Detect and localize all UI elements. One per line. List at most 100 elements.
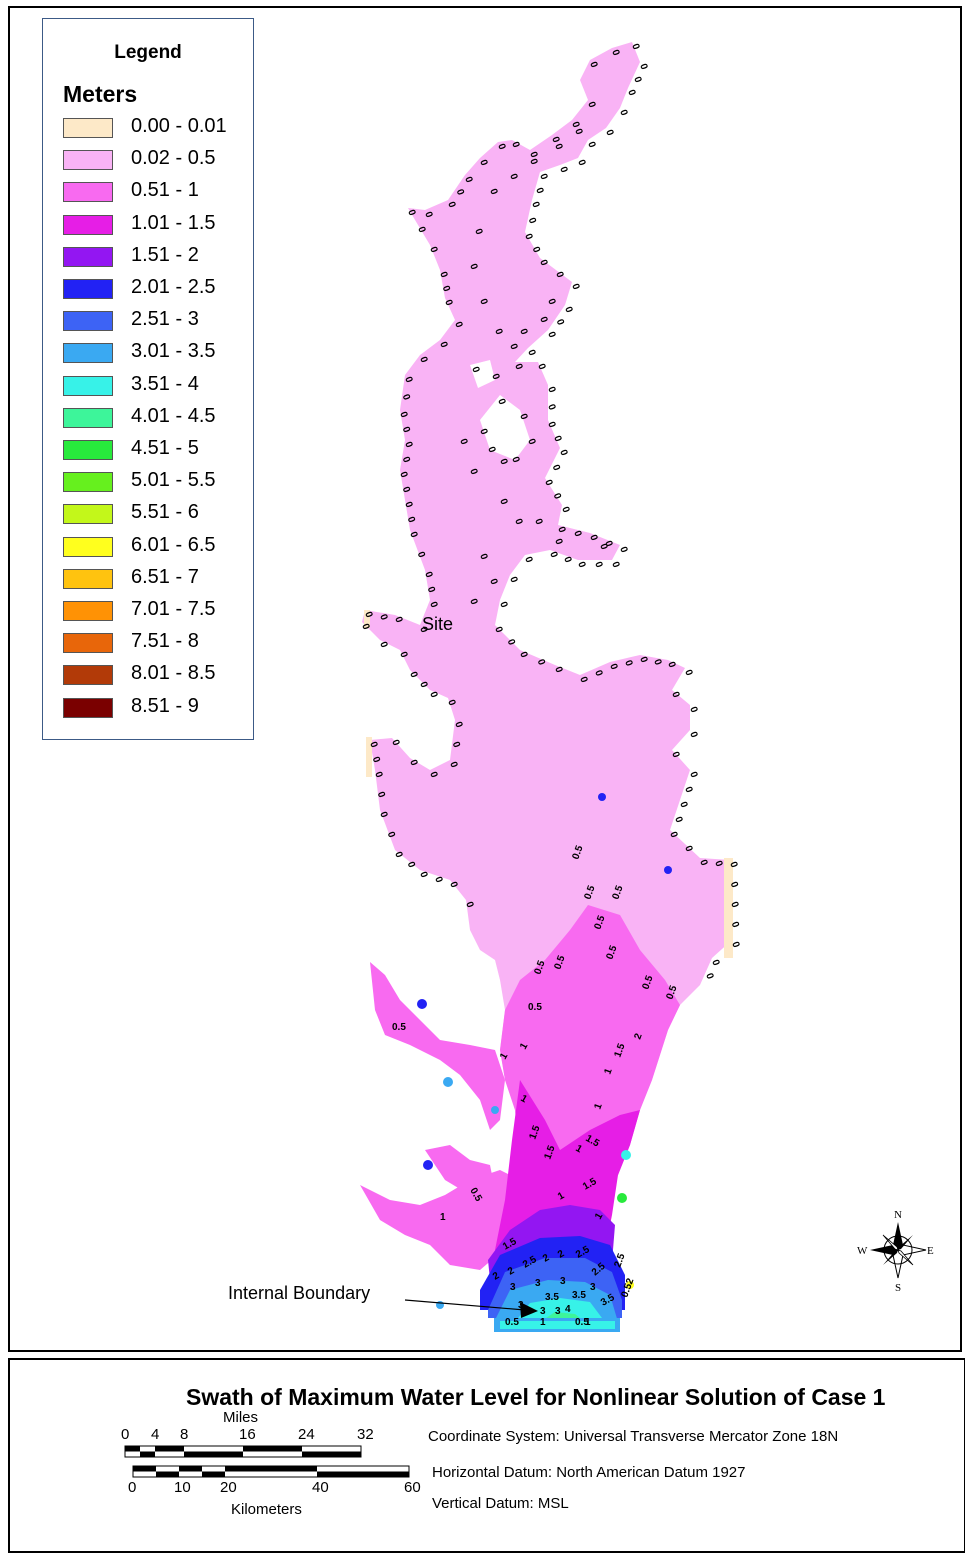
legend-label: 0.02 - 0.5 — [131, 147, 216, 170]
legend-label: 0.00 - 0.01 — [131, 115, 227, 137]
contour-label: 0 — [575, 158, 587, 167]
contour-label: 0 — [469, 365, 481, 374]
contour-label: 0 — [629, 42, 641, 51]
wet-edge-spot — [598, 793, 606, 801]
estuary-water-body — [362, 42, 732, 1200]
contour-label: 0 — [571, 529, 583, 538]
contour-label: 0 — [682, 844, 694, 853]
contour-label: 0 — [729, 920, 741, 929]
legend-swatch — [63, 601, 113, 621]
wet-edge-spot — [621, 1150, 631, 1160]
legend-swatch — [63, 311, 113, 332]
contour-label: 0 — [557, 165, 569, 174]
contour-label: 0 — [445, 200, 457, 209]
legend-label: 2.51 - 3 — [131, 308, 199, 331]
contour-label: 0 — [537, 258, 549, 267]
contour-label: 0 — [415, 225, 427, 234]
map-title: Swath of Maximum Water Level for Nonline… — [186, 1384, 886, 1410]
miles-tick-label: 24 — [298, 1426, 315, 1443]
contour-label: 0 — [637, 655, 649, 664]
contour-label: 2 — [541, 1252, 552, 1265]
contour-label: 0 — [687, 770, 699, 779]
legend-swatch — [63, 504, 113, 525]
contour-label: 0 — [728, 900, 740, 909]
contour-label: 0 — [385, 830, 397, 839]
legend-label: 0.51 - 1 — [131, 179, 199, 202]
contour-label: 2.5 — [612, 1252, 627, 1269]
legend-label: 5.51 - 6 — [131, 501, 199, 524]
contour-label: 0 — [497, 497, 509, 506]
contour-label: 0 — [415, 550, 427, 559]
contour-label: 0.5 — [604, 944, 619, 961]
contour-label: 0 — [527, 150, 539, 159]
contour-label: 0 — [437, 340, 449, 349]
contour-label: 0 — [463, 900, 475, 909]
contour-label: 0 — [609, 48, 621, 57]
contour-label: 0 — [728, 880, 740, 889]
contour-label: 1.5 — [527, 1124, 542, 1141]
contour-label: 0 — [522, 555, 534, 564]
miles-tick-label: 8 — [180, 1426, 189, 1443]
compass-s: S — [895, 1282, 901, 1294]
contour-label: 0 — [477, 297, 489, 306]
contour-label: 0.5 — [505, 1317, 519, 1328]
miles-tick-label: 4 — [151, 1426, 160, 1443]
contour-label: 0 — [377, 640, 389, 649]
legend-label: 8.51 - 9 — [131, 694, 199, 717]
contour-label: 0 — [417, 870, 429, 879]
contour-label: 0 — [512, 517, 524, 526]
legend-label: 2.01 - 2.5 — [131, 276, 216, 298]
contour-label: 0 — [477, 427, 489, 436]
contour-label: 0 — [392, 615, 404, 624]
contour-label: 1 — [602, 1067, 614, 1076]
contour-label: 0 — [537, 172, 549, 181]
contour-label: 0 — [432, 875, 444, 884]
contour-label: 0 — [457, 437, 469, 446]
miles-tick-label: 32 — [357, 1426, 374, 1443]
contour-label: 0.5 — [552, 954, 567, 971]
contour-label: 0 — [425, 585, 437, 594]
contour-label: 0 — [597, 542, 609, 551]
contour-label: 0 — [442, 298, 454, 307]
contour-label: 4 — [565, 1304, 571, 1315]
contour-label: 0 — [549, 135, 561, 144]
contour-label: 0 — [467, 467, 479, 476]
contour-label: 0 — [552, 537, 564, 546]
contour-label: 0 — [729, 940, 741, 949]
wet-edge-spot — [664, 866, 672, 874]
contour-label: 0 — [607, 662, 619, 671]
contour-label: 3.5 — [545, 1292, 559, 1303]
km-tick-label: 20 — [220, 1479, 237, 1496]
miles-label: Miles — [223, 1409, 259, 1426]
contour-label: 0 — [637, 62, 649, 71]
contour-label: 0 — [592, 669, 604, 678]
contour-label: 0 — [497, 600, 509, 609]
contour-label: 0 — [533, 186, 545, 195]
km-tick-label: 10 — [174, 1479, 191, 1496]
contour-label: 0 — [562, 305, 574, 314]
contour-label: 0 — [682, 785, 694, 794]
contour-label: 0 — [682, 668, 694, 677]
contour-label: 0 — [400, 393, 412, 402]
contour-label: 0 — [452, 320, 464, 329]
contour-label: 0 — [552, 142, 564, 151]
contour-label: 1 — [518, 1041, 531, 1052]
legend-label: 6.51 - 7 — [131, 565, 199, 588]
contour-label: 0 — [492, 327, 504, 336]
compass-rose-icon: N S E W — [857, 1209, 934, 1294]
legend-swatch — [63, 697, 113, 718]
contour-label: 0 — [509, 455, 521, 464]
contour-label: 0 — [545, 330, 557, 339]
island — [470, 360, 495, 388]
legend-label: 4.51 - 5 — [131, 437, 199, 459]
contour-label: 0 — [561, 555, 573, 564]
wet-edge-spot — [626, 1281, 634, 1289]
contour-label: 0 — [587, 60, 599, 69]
contour-label: 0 — [687, 730, 699, 739]
contour-label: 1 — [498, 1051, 511, 1062]
contour-label: 0 — [417, 680, 429, 689]
contour-label: 0 — [535, 362, 547, 371]
contour-label: 2 — [556, 1248, 567, 1261]
island — [480, 395, 530, 460]
zone-0.00-0.01-west — [366, 737, 372, 777]
